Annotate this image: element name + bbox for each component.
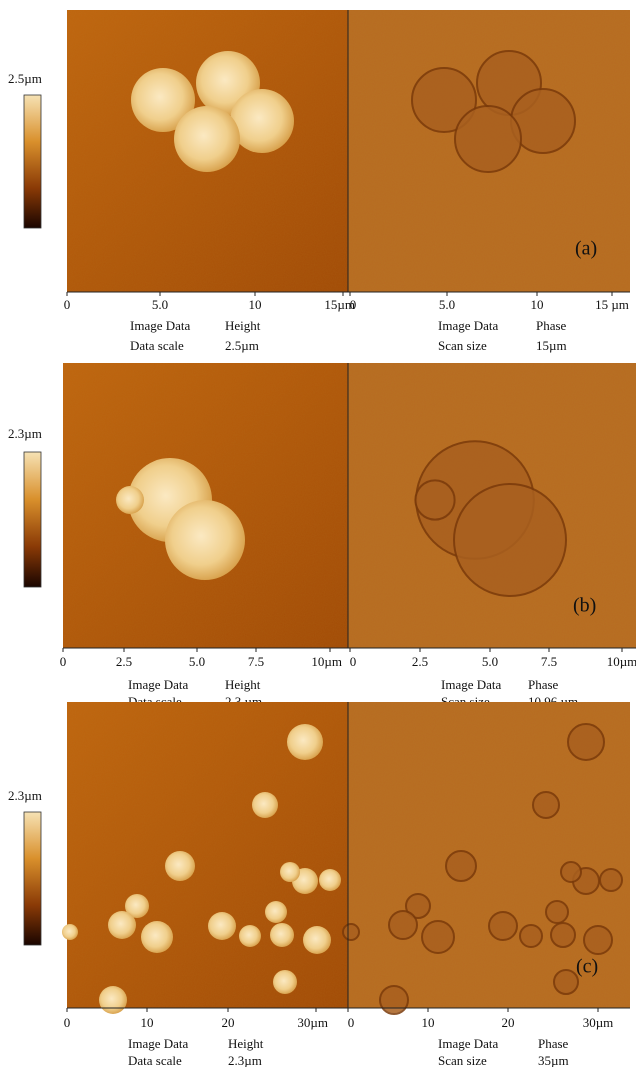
phase-tick-label: 5.0 (439, 297, 455, 312)
caption-text: 35µm (538, 1053, 569, 1067)
caption-text: Data scale (128, 1053, 182, 1067)
particle (303, 926, 331, 954)
height-tick-label: 7.5 (248, 654, 264, 669)
particle-outline (584, 926, 612, 954)
particle (62, 924, 78, 940)
phase-tick-label: 0 (350, 297, 357, 312)
height-tick-label: 2.5 (116, 654, 132, 669)
caption-text: 15µm (536, 338, 567, 353)
particle (165, 851, 195, 881)
color-bar (24, 812, 41, 945)
particle-outline (422, 921, 454, 953)
height-tick-label: 0 (64, 1015, 71, 1030)
particle (108, 911, 136, 939)
color-bar (24, 95, 41, 228)
particle (141, 921, 173, 953)
caption-text: Image Data (441, 677, 502, 692)
panel-label: (a) (575, 238, 597, 260)
particle (287, 724, 323, 760)
caption-text: Scan size (438, 1053, 487, 1067)
particle-outline (554, 970, 578, 994)
particle-outline (551, 923, 575, 947)
caption-text: Image Data (130, 318, 191, 333)
height-tick-label: 0 (64, 297, 71, 312)
color-bar-label: 2.3µm (8, 426, 42, 441)
caption-text: Data scale (130, 338, 184, 353)
particle-outline (561, 862, 581, 882)
height-tick-label: 30µm (297, 1015, 328, 1030)
phase-tick-label: 10µm (607, 654, 636, 669)
particle (273, 970, 297, 994)
caption-text: Height (228, 1036, 264, 1051)
caption-text: Phase (528, 677, 559, 692)
particle-outline (380, 986, 408, 1014)
phase-tick-label: 2.5 (412, 654, 428, 669)
particle-outline (446, 851, 476, 881)
caption-text: Image Data (128, 1036, 189, 1051)
particle (270, 923, 294, 947)
particle-outline (455, 106, 521, 172)
height-tick-label: 10 (141, 1015, 154, 1030)
particle (265, 901, 287, 923)
color-bar-label: 2.5µm (8, 71, 42, 86)
panel-label: (b) (573, 595, 596, 617)
caption-text: Image Data (438, 1036, 499, 1051)
color-bar (24, 452, 41, 587)
phase-tick-label: 10 (422, 1015, 435, 1030)
caption-text: Image Data (128, 677, 189, 692)
phase-tick-label: 20 (502, 1015, 515, 1030)
particle (208, 912, 236, 940)
phase-tick-label: 0 (348, 1015, 355, 1030)
caption-text: Phase (538, 1036, 569, 1051)
caption-text: 2.5µm (225, 338, 259, 353)
particle (252, 792, 278, 818)
particle (116, 486, 144, 514)
particle-outline (489, 912, 517, 940)
height-tick-label: 5.0 (152, 297, 168, 312)
particle (280, 862, 300, 882)
particle-outline (415, 480, 454, 519)
height-tick-label: 10µm (311, 654, 342, 669)
height-tick-label: 20 (222, 1015, 235, 1030)
height-tick-label: 5.0 (189, 654, 205, 669)
phase-tick-label: 15 µm (595, 297, 629, 312)
particle (165, 500, 245, 580)
phase-tick-label: 10 (531, 297, 544, 312)
particle-outline (568, 724, 604, 760)
phase-tick-label: 30µm (583, 1015, 614, 1030)
particle (239, 925, 261, 947)
height-tick-label: 0 (60, 654, 67, 669)
particle-outline (520, 925, 542, 947)
particle (319, 869, 341, 891)
caption-text: Height (225, 677, 261, 692)
panel-label: (c) (576, 956, 598, 978)
particle-outline (546, 901, 568, 923)
caption-text: Image Data (438, 318, 499, 333)
color-bar-label: 2.3µm (8, 788, 42, 803)
phase-tick-label: 0 (350, 654, 357, 669)
caption-text: Height (225, 318, 261, 333)
particle-outline (454, 484, 566, 596)
particle-outline (600, 869, 622, 891)
particle-outline (343, 924, 359, 940)
particle (99, 986, 127, 1014)
figure: (a) 2.5µm 0 5.0 10 15µm 0 5.0 10 15 µm Image Data H… (0, 0, 636, 1067)
height-tick-label: 10 (249, 297, 262, 312)
caption-text: Scan size (438, 338, 487, 353)
phase-tick-label: 5.0 (482, 654, 498, 669)
particle-outline (389, 911, 417, 939)
particle-outline (533, 792, 559, 818)
caption-text: Phase (536, 318, 567, 333)
phase-tick-label: 7.5 (541, 654, 557, 669)
caption-text: 2.3µm (228, 1053, 262, 1067)
particle (174, 106, 240, 172)
